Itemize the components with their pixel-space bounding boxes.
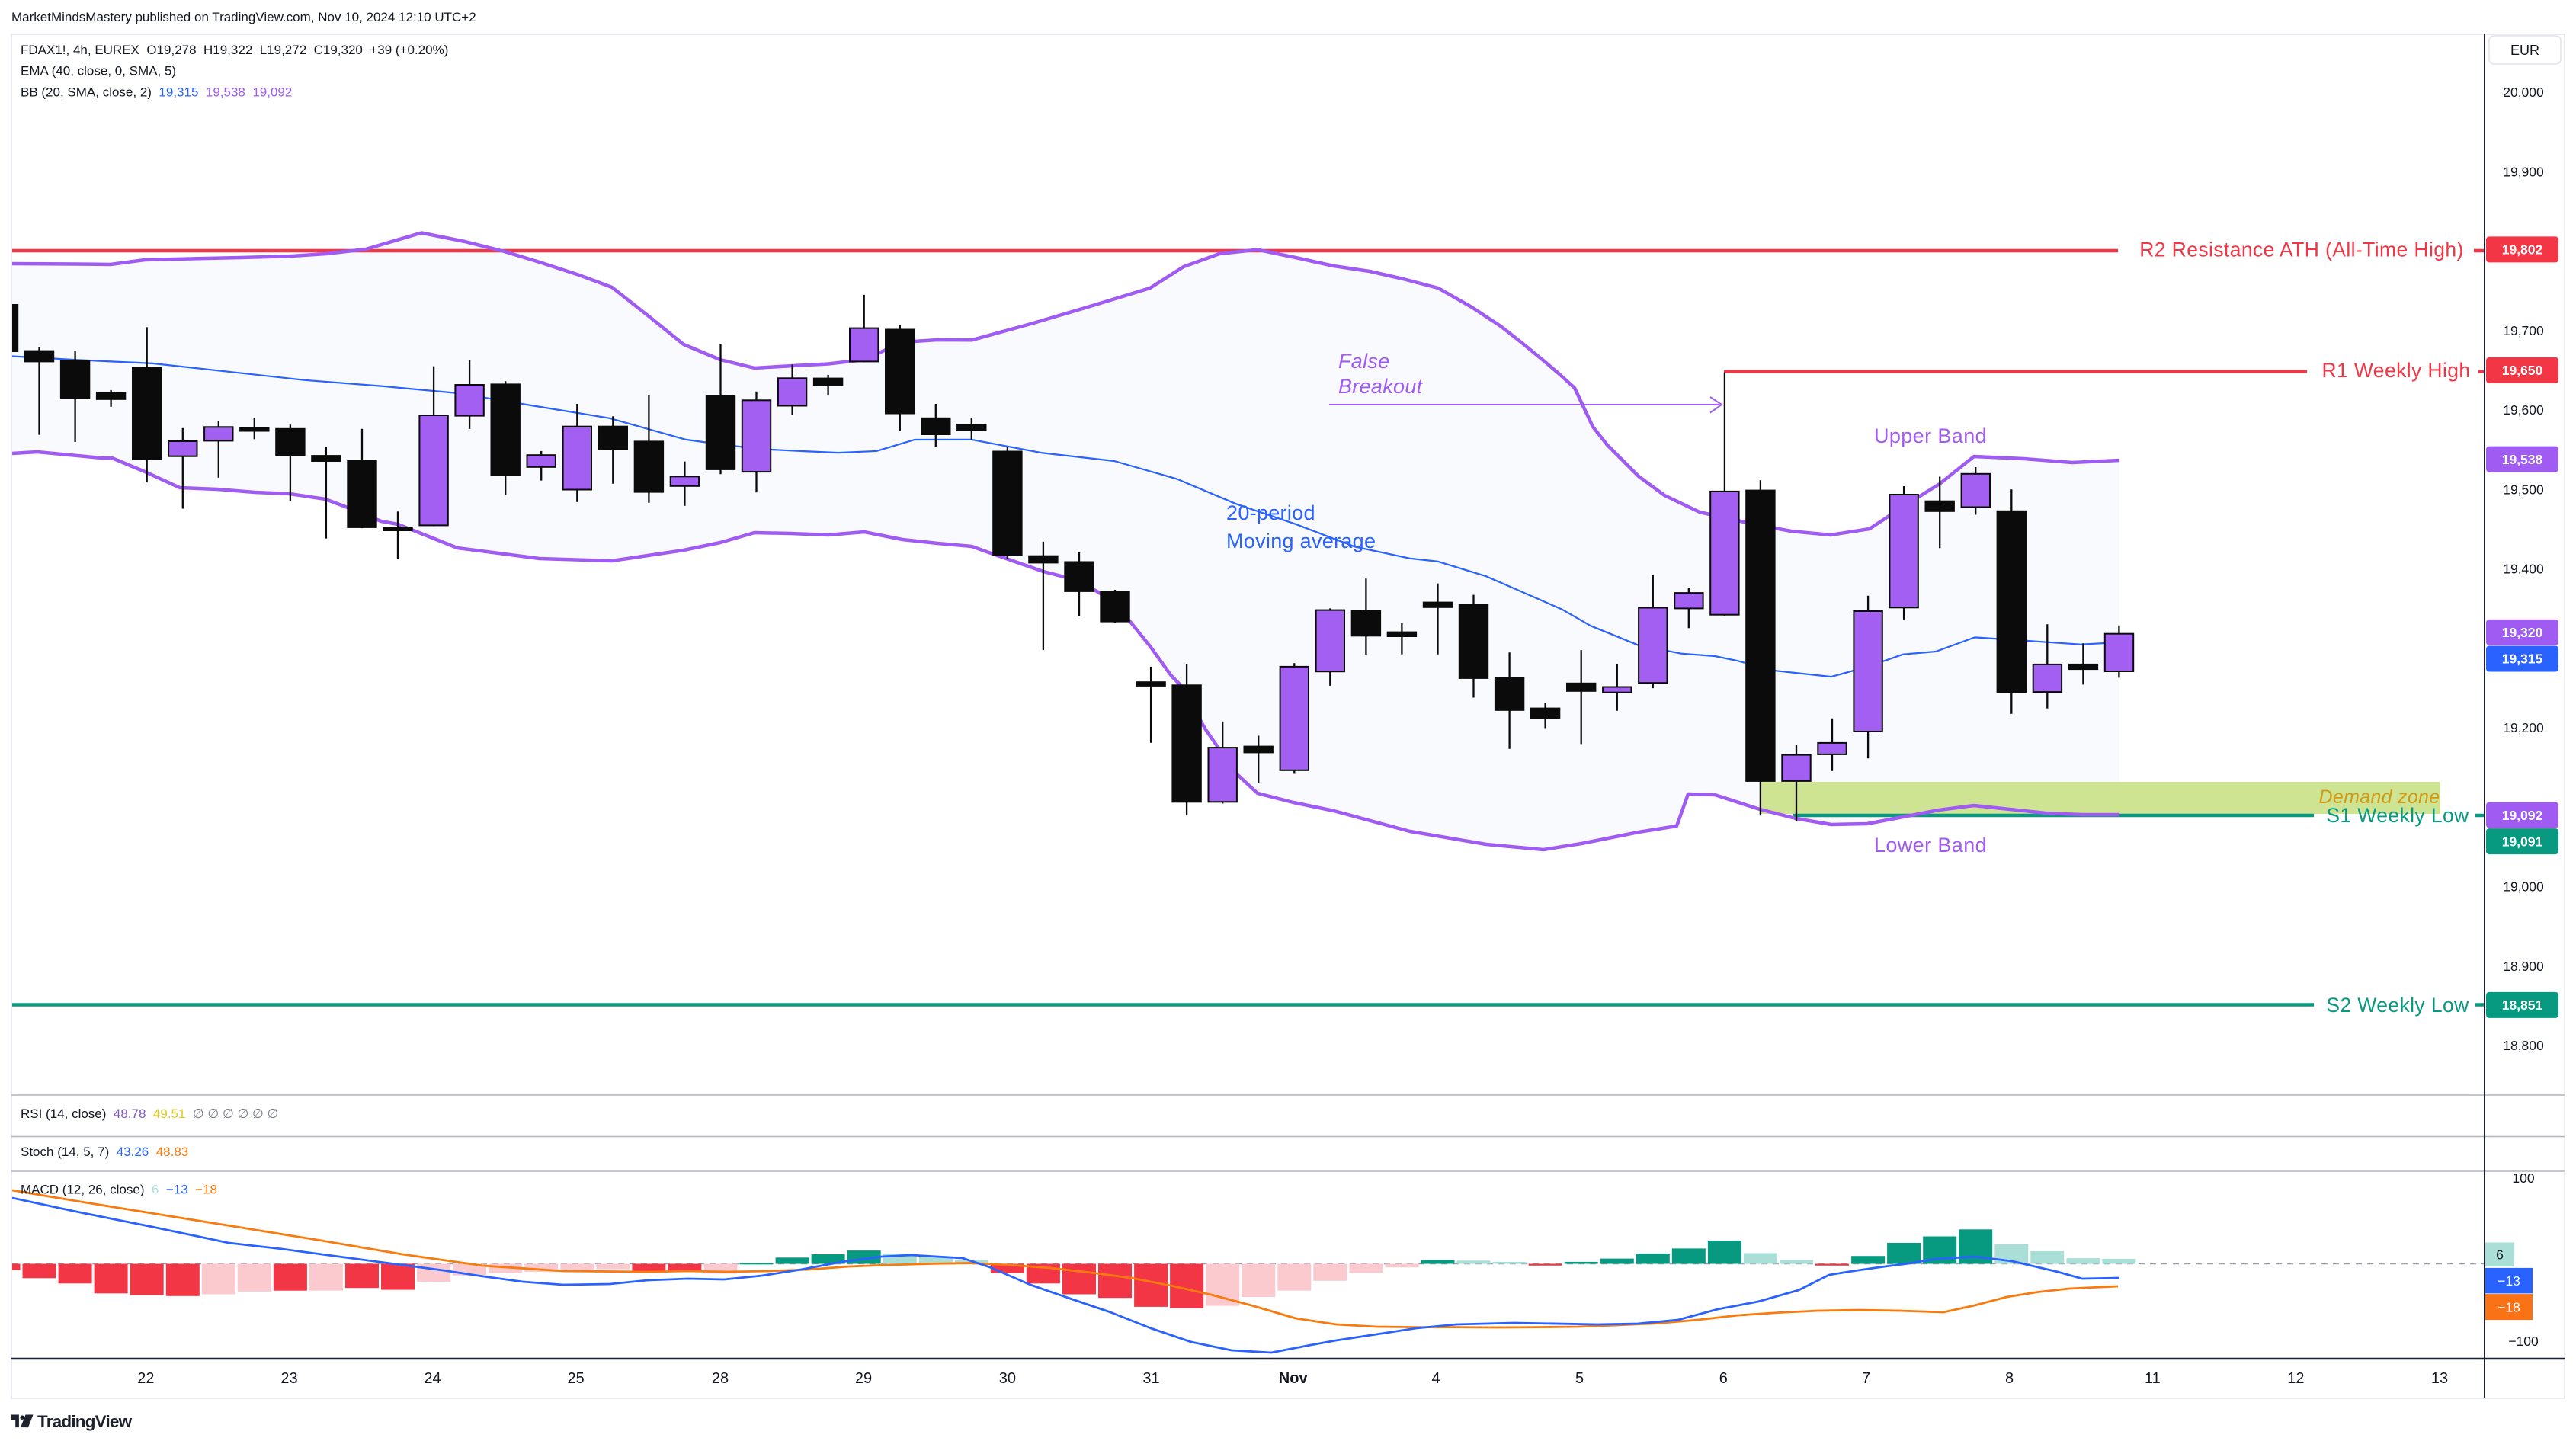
svg-text:Upper Band: Upper Band xyxy=(1874,424,1987,447)
svg-text:RSI (14, close) 48.78 49.51: RSI (14, close) 48.78 49.51 ∅ ∅ ∅ ∅ ∅ ∅ xyxy=(21,1106,278,1121)
svg-text:MarketMindsMastery published o: MarketMindsMastery published on TradingV… xyxy=(11,10,476,24)
svg-text:FDAX1!, 4h, EUREX O19,278 H1: FDAX1!, 4h, EUREX O19,278 H19,322 L19,27… xyxy=(21,43,448,57)
svg-text:EMA (40, close, 0, SMA, 5): EMA (40, close, 0, SMA, 5) xyxy=(21,64,176,78)
svg-text:S2 Weekly Low: S2 Weekly Low xyxy=(2326,994,2469,1017)
svg-text:19,538: 19,538 xyxy=(2502,452,2543,467)
svg-text:R1 Weekly High: R1 Weekly High xyxy=(2321,359,2470,382)
svg-text:23: 23 xyxy=(280,1370,297,1387)
svg-text:18,900: 18,900 xyxy=(2503,959,2544,974)
svg-text:28: 28 xyxy=(712,1370,729,1387)
svg-text:6: 6 xyxy=(2496,1247,2504,1263)
svg-text:19,802: 19,802 xyxy=(2502,242,2543,258)
svg-text:19,400: 19,400 xyxy=(2503,562,2544,577)
svg-text:19,092: 19,092 xyxy=(2502,808,2543,823)
svg-text:29: 29 xyxy=(855,1370,872,1387)
svg-text:EUR: EUR xyxy=(2510,43,2539,58)
svg-text:19,200: 19,200 xyxy=(2503,720,2544,735)
svg-text:−18: −18 xyxy=(2498,1300,2520,1315)
svg-text:Nov: Nov xyxy=(1279,1370,1309,1387)
svg-text:False: False xyxy=(1338,350,1390,373)
svg-text:Breakout: Breakout xyxy=(1338,375,1424,398)
svg-text:20-period: 20-period xyxy=(1226,501,1315,524)
svg-text:−100: −100 xyxy=(2508,1334,2539,1349)
svg-text:5: 5 xyxy=(1575,1370,1584,1387)
svg-text:19,600: 19,600 xyxy=(2503,402,2544,418)
svg-text:Demand zone: Demand zone xyxy=(2319,786,2440,808)
svg-text:TradingView: TradingView xyxy=(37,1412,133,1431)
svg-text:19,650: 19,650 xyxy=(2502,363,2543,378)
svg-text:Stoch (14, 5, 7) 43.26 48.83: Stoch (14, 5, 7) 43.26 48.83 xyxy=(21,1145,188,1159)
svg-text:25: 25 xyxy=(567,1370,584,1387)
svg-text:11: 11 xyxy=(2145,1370,2161,1387)
svg-text:4: 4 xyxy=(1431,1370,1440,1387)
svg-text:19,315: 19,315 xyxy=(2502,652,2543,667)
svg-text:19,700: 19,700 xyxy=(2503,323,2544,338)
svg-text:20,000: 20,000 xyxy=(2503,85,2544,100)
svg-text:18,800: 18,800 xyxy=(2503,1038,2544,1053)
svg-text:100: 100 xyxy=(2512,1170,2534,1186)
svg-text:7: 7 xyxy=(1862,1370,1870,1387)
svg-text:R2 Resistance ATH (All-Time Hi: R2 Resistance ATH (All-Time High) xyxy=(2139,239,2464,261)
svg-text:19,000: 19,000 xyxy=(2503,879,2544,895)
svg-text:18,851: 18,851 xyxy=(2502,997,2543,1013)
svg-text:MACD (12, 26, close) 6 −13: MACD (12, 26, close) 6 −13 −18 xyxy=(21,1183,217,1197)
svg-text:31: 31 xyxy=(1142,1370,1159,1387)
svg-text:Moving average: Moving average xyxy=(1226,530,1376,552)
svg-text:13: 13 xyxy=(2431,1370,2448,1387)
svg-text:Lower Band: Lower Band xyxy=(1874,834,1987,857)
svg-text:8: 8 xyxy=(2005,1370,2014,1387)
svg-text:30: 30 xyxy=(999,1370,1016,1387)
svg-text:19,500: 19,500 xyxy=(2503,482,2544,497)
svg-text:−13: −13 xyxy=(2498,1273,2520,1289)
svg-text:19,320: 19,320 xyxy=(2502,625,2543,640)
svg-text:24: 24 xyxy=(424,1370,441,1387)
svg-text:BB (20, SMA, close, 2) 19,315: BB (20, SMA, close, 2) 19,315 19,538 19,… xyxy=(21,85,292,100)
svg-text:6: 6 xyxy=(1719,1370,1728,1387)
svg-text:S1 Weekly Low: S1 Weekly Low xyxy=(2326,804,2469,827)
svg-text:12: 12 xyxy=(2287,1370,2304,1387)
svg-text:22: 22 xyxy=(137,1370,154,1387)
svg-text:19,091: 19,091 xyxy=(2502,834,2543,849)
svg-text:19,900: 19,900 xyxy=(2503,164,2544,179)
